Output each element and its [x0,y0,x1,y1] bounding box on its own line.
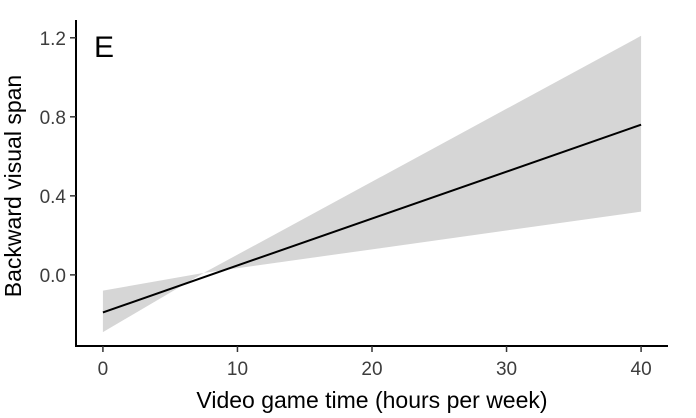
x-tick-label: 20 [361,359,382,380]
x-tick-label: 40 [631,359,652,380]
y-axis-title: Backward visual span [0,75,26,297]
confidence-band-layer [102,35,642,333]
y-tick-label: 1.2 [40,29,66,50]
x-axis-title: Video game time (hours per week) [196,387,547,413]
confidence-band-left [102,272,204,333]
x-tick-label: 30 [496,359,517,380]
panel-label: E [94,31,114,64]
confidence-band-right [203,35,642,273]
regression-line-layer [102,123,642,314]
y-ticks: 0.0 0.4 0.8 1.2 [40,29,76,287]
y-tick-label: 0.4 [40,187,67,208]
regression-line [102,123,642,314]
y-tick-label: 0.8 [40,108,66,129]
x-tick-label: 10 [227,359,248,380]
x-tick-label: 0 [98,359,109,380]
x-ticks: 0 10 20 30 40 [98,346,652,380]
y-tick-label: 0.0 [40,266,66,287]
